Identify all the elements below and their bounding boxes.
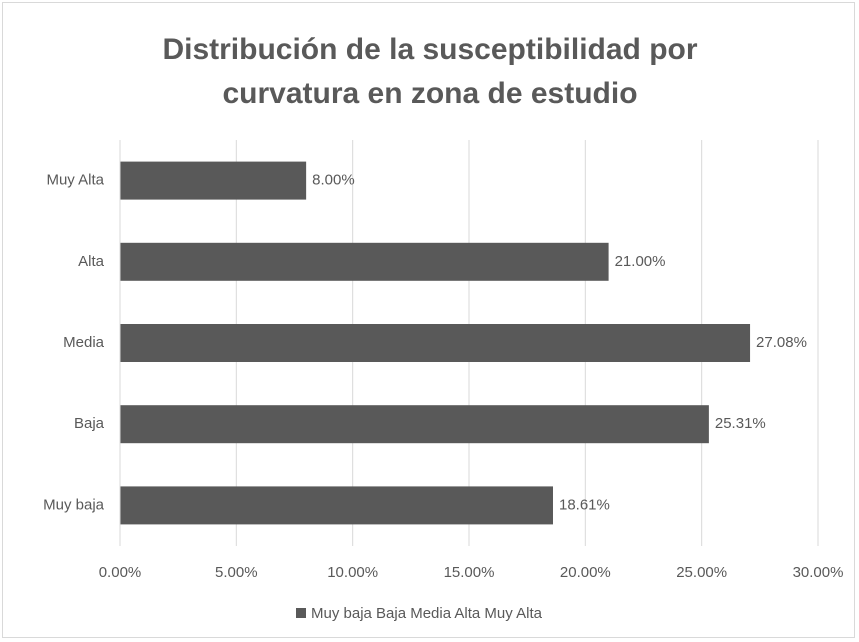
bar: [120, 242, 609, 281]
x-tick-label: 0.00%: [99, 564, 142, 581]
data-label: 25.31%: [715, 415, 766, 432]
x-tick-label: 5.00%: [215, 564, 258, 581]
bar: [120, 324, 751, 362]
chart-title: Distribución de la susceptibilidad por c…: [162, 33, 698, 110]
legend-label: Muy baja Baja Media Alta Muy Alta: [311, 605, 543, 622]
y-tick-label: Muy Alta: [46, 172, 104, 189]
y-tick-label: Baja: [74, 415, 105, 432]
x-tick-label: 15.00%: [444, 564, 495, 581]
y-tick-label: Muy baja: [43, 496, 105, 513]
data-label: 8.00%: [312, 172, 355, 189]
data-label: 27.08%: [756, 334, 807, 351]
y-tick-label: Alta: [78, 253, 105, 270]
x-tick-label: 20.00%: [560, 564, 611, 581]
y-tick-label: Media: [63, 334, 105, 351]
x-tick-label: 25.00%: [676, 564, 727, 581]
x-tick-label: 30.00%: [793, 564, 844, 581]
x-tick-label: 10.00%: [327, 564, 378, 581]
data-label: 21.00%: [615, 253, 666, 270]
bar: [120, 405, 709, 444]
bar: [120, 161, 307, 200]
data-label: 18.61%: [559, 496, 610, 513]
legend-swatch: [296, 608, 306, 618]
bar: [120, 486, 553, 525]
